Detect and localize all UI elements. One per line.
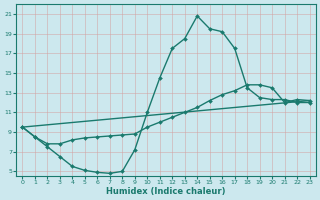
- X-axis label: Humidex (Indice chaleur): Humidex (Indice chaleur): [106, 187, 226, 196]
